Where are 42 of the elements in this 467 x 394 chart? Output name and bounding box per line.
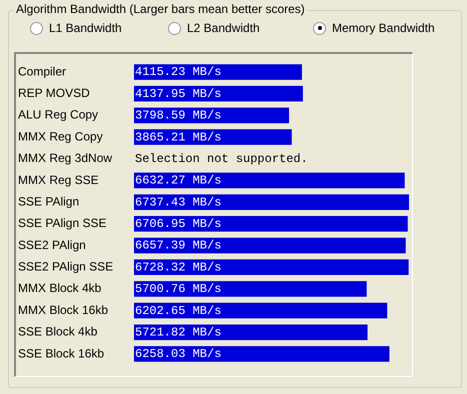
y-tick-label: SSE PAlign bbox=[18, 194, 80, 208]
data-label: 5721.82 MB/s bbox=[135, 325, 222, 340]
y-tick-label: SSE PAlign SSE bbox=[18, 216, 106, 230]
data-label: 6202.65 MB/s bbox=[135, 304, 222, 318]
text: L1 Bandwidth bbox=[49, 21, 122, 35]
text: L2 Bandwidth bbox=[187, 21, 260, 35]
data-label: 6657.39 MB/s bbox=[135, 238, 222, 253]
y-tick-label: MMX Reg 3dNow bbox=[18, 151, 112, 166]
text: Selection not supported. bbox=[135, 152, 308, 166]
chart-title: Algorithm Bandwidth (Larger bars mean better scores) bbox=[14, 2, 307, 16]
bar bbox=[134, 172, 405, 188]
y-tick-label: SSE Block 4kb bbox=[18, 324, 98, 339]
data-label: 4137.95 MB/s bbox=[135, 86, 222, 101]
y-tick-label: MMX Reg Copy bbox=[18, 129, 103, 144]
y-tick-label: Compiler bbox=[18, 64, 66, 78]
bar bbox=[134, 194, 409, 210]
y-tick-label: SSE2 PAlign SSE bbox=[18, 260, 114, 274]
bar bbox=[134, 281, 367, 297]
y-tick-label: SSE Block 16kb bbox=[18, 346, 104, 360]
data-label: 5700.76 MB/s bbox=[135, 282, 222, 296]
bar bbox=[134, 216, 408, 232]
y-tick-label: MMX Block 4kb bbox=[18, 281, 102, 296]
data-label: 3798.59 MB/s bbox=[135, 108, 222, 123]
y-tick-label: MMX Reg SSE bbox=[18, 172, 99, 187]
data-label: 3865.21 MB/s bbox=[135, 130, 222, 144]
y-tick-label: REP MOVSD bbox=[18, 86, 90, 100]
data-label: 6737.43 MB/s bbox=[135, 195, 222, 210]
text: Memory Bandwidth bbox=[332, 21, 435, 35]
data-label: 6706.95 MB/s bbox=[135, 217, 222, 232]
bar bbox=[134, 346, 390, 362]
data-label: 6258.03 MB/s bbox=[135, 347, 222, 362]
bar bbox=[134, 324, 368, 340]
y-tick-label: MMX Block 16kb bbox=[18, 302, 108, 317]
bar bbox=[134, 259, 409, 276]
bar bbox=[134, 302, 388, 318]
data-label: 6728.32 MB/s bbox=[135, 260, 222, 274]
bar bbox=[134, 238, 406, 254]
y-tick-label: ALU Reg Copy bbox=[18, 108, 98, 122]
data-label: 6632.27 MB/s bbox=[135, 174, 222, 188]
bar bbox=[134, 64, 302, 80]
y-tick-label: SSE2 PAlign bbox=[18, 238, 86, 252]
data-label: 4115.23 MB/s bbox=[135, 65, 222, 80]
